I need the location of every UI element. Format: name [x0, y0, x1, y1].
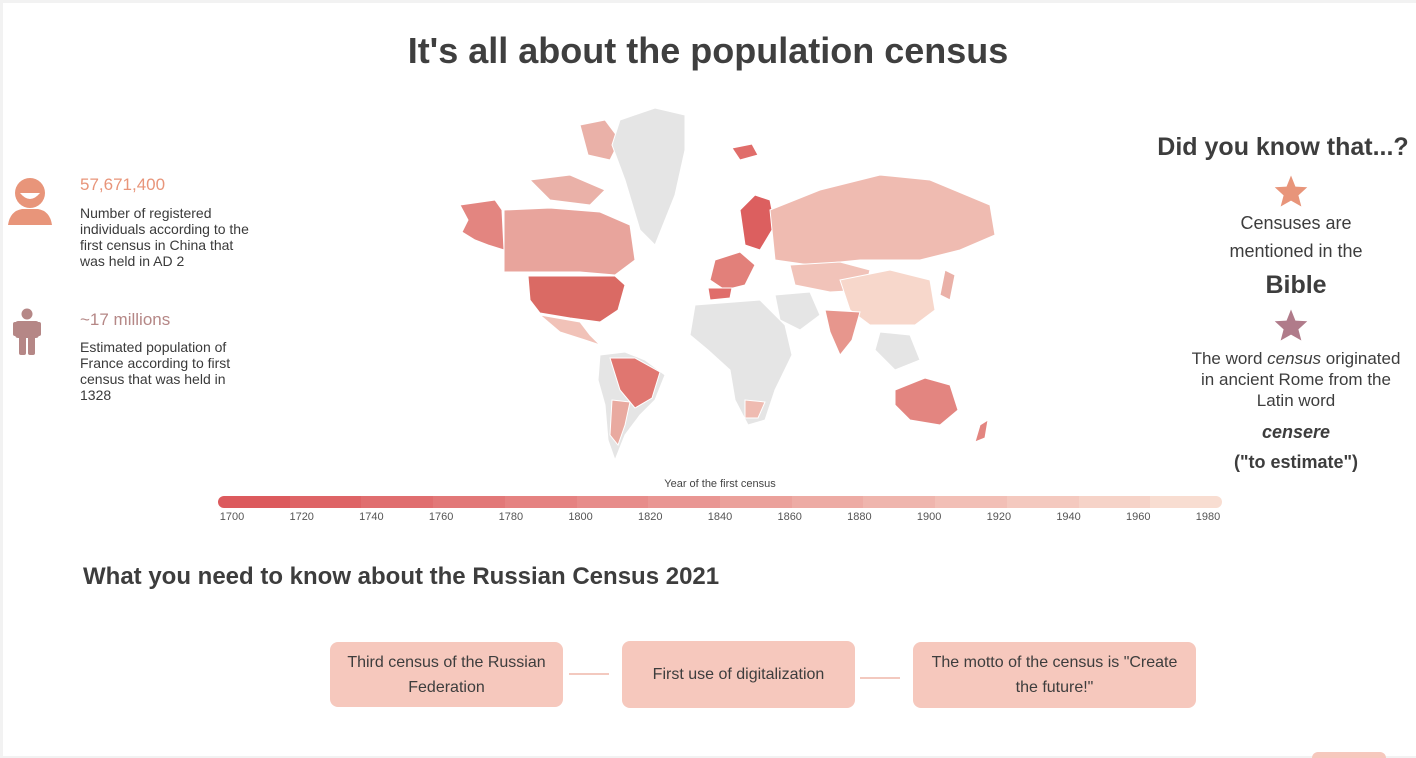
stat-value: ~17 millions — [80, 310, 171, 329]
smiling-person-icon — [8, 178, 52, 225]
legend-swatch — [1078, 496, 1151, 508]
legend-title: Year of the first census — [664, 478, 776, 490]
connector-line — [569, 673, 609, 675]
legend-swatch — [1150, 496, 1222, 508]
page-title: It's all about the population census — [407, 30, 1009, 71]
stat-description: Number of registered individuals accordi… — [80, 205, 249, 269]
russia-region — [769, 174, 996, 266]
legend-swatch — [361, 496, 434, 508]
legend-tick-label: 1980 — [1195, 511, 1221, 523]
africa-region — [689, 299, 793, 426]
legend-swatch — [791, 496, 864, 508]
census-fact-card: First use of digitalization — [622, 641, 855, 708]
connector-line — [860, 677, 900, 679]
usa-region — [527, 275, 626, 323]
scandinavia-region — [739, 194, 776, 251]
legend-tick-label: 1840 — [707, 511, 733, 523]
census-fact-card: The motto of the census is "Create the f… — [913, 642, 1196, 708]
legend-swatch — [1006, 496, 1079, 508]
canada-region — [503, 207, 636, 276]
fact-text: The word census originated in ancient Ro… — [1190, 348, 1402, 411]
legend-tick-label: 1860 — [777, 511, 802, 523]
world-choropleth-map[interactable] — [440, 100, 1010, 470]
greenland-region — [611, 107, 686, 246]
legend-tick-label: 1900 — [916, 511, 942, 523]
legend-tick-label: 1880 — [847, 511, 872, 523]
fact-line: Censuses are — [1240, 213, 1352, 233]
legend-swatch — [935, 496, 1007, 508]
legend-tick-label: 1720 — [289, 511, 314, 523]
legend-swatch — [433, 496, 505, 508]
person-standing-icon — [13, 308, 41, 355]
legend-tick-label: 1820 — [638, 511, 663, 523]
legend-swatch — [289, 496, 362, 508]
fact-line: mentioned in the — [1229, 241, 1363, 261]
legend-swatch — [720, 496, 792, 508]
stat-value: 57,671,400 — [80, 175, 166, 194]
fact-text-post: originated in ancient Rome from the Lati… — [1201, 349, 1401, 410]
fact-bible: Censuses are mentioned in the Bible — [1190, 209, 1402, 305]
western-europe-region — [709, 251, 756, 291]
legend-tick-label: 1780 — [498, 511, 524, 523]
argentina-region — [609, 399, 631, 447]
australia-region — [894, 377, 959, 426]
legend-swatch — [648, 496, 721, 508]
legend-tick-label: 1800 — [568, 511, 593, 523]
fact-word: census — [1267, 349, 1322, 368]
india-region — [824, 309, 861, 356]
section-title: What you need to know about the Russian … — [83, 563, 720, 590]
latin-word: censere — [1261, 422, 1331, 442]
legend-swatch — [504, 496, 577, 508]
color-scale-bar — [218, 496, 1222, 508]
brazil-region — [609, 357, 661, 409]
legend-tick-label: 1940 — [1056, 511, 1081, 523]
legend-tick-label: 1740 — [359, 511, 384, 523]
legend-swatch — [863, 496, 936, 508]
latin-meaning: ("to estimate") — [1233, 452, 1359, 472]
legend-tick-label: 1760 — [428, 511, 454, 523]
did-you-know-title: Did you know that...? — [1157, 133, 1409, 161]
legend-tick-label: 1960 — [1126, 511, 1151, 523]
legend-tick-label: 1920 — [986, 511, 1012, 523]
fact-text-pre: The word — [1191, 349, 1268, 368]
next-button[interactable] — [1312, 752, 1386, 758]
fact-emphasis: Bible — [1265, 271, 1327, 299]
star-icon — [1274, 175, 1308, 207]
legend-tick-label: 1700 — [219, 511, 245, 523]
legend-swatch — [218, 496, 290, 508]
stat-description: Estimated population of France according… — [80, 339, 231, 403]
legend-swatch — [576, 496, 649, 508]
page-background — [3, 3, 1416, 756]
star-icon — [1274, 309, 1308, 341]
alaska-region — [459, 199, 505, 251]
fact-census-origin: The word census originated in ancient Ro… — [1190, 348, 1402, 475]
census-fact-card: Third census of the Russian Federation — [330, 642, 563, 707]
